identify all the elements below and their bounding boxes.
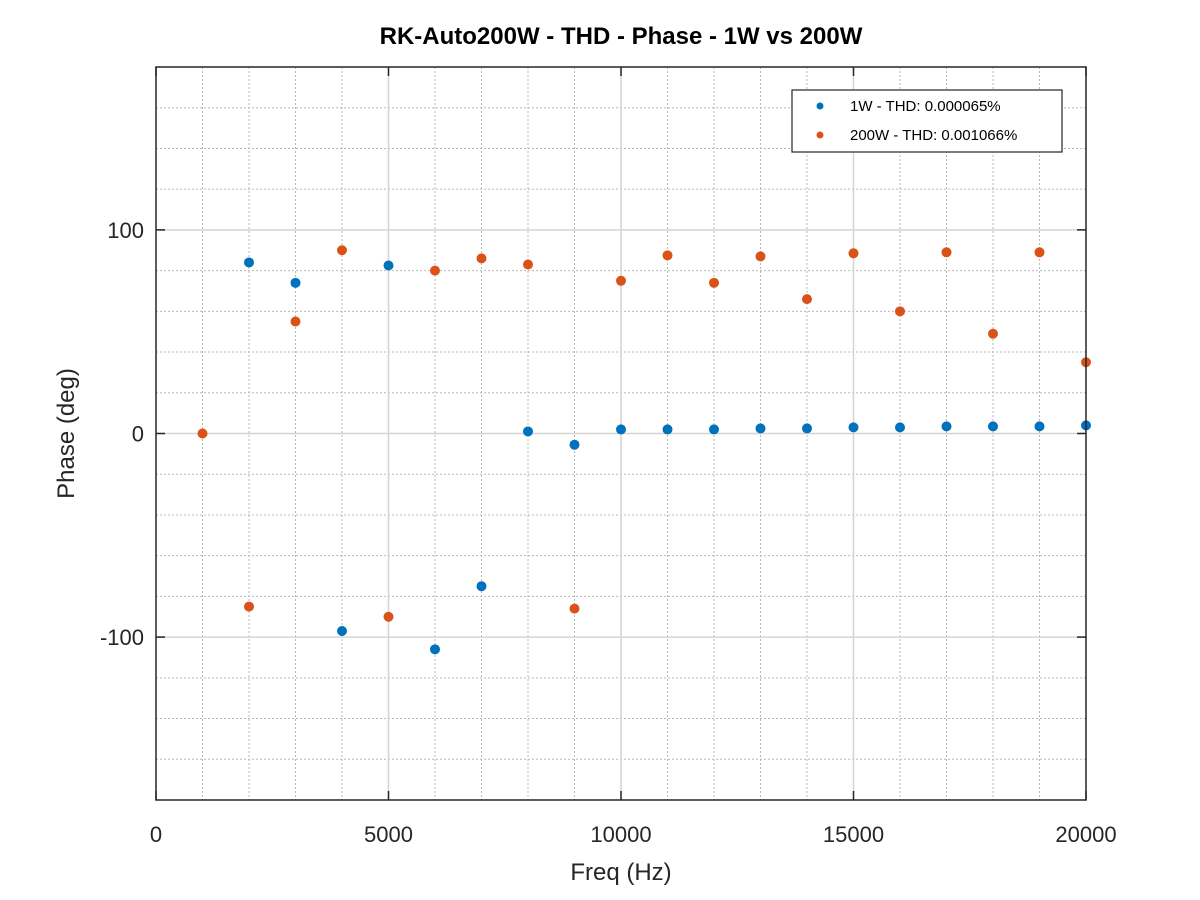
- data-point-series-1: [244, 257, 254, 268]
- y-tick-label: 100: [107, 218, 144, 243]
- legend-marker-series-2: [816, 131, 824, 139]
- data-point-series-2: [569, 603, 580, 614]
- data-point-series-2: [523, 259, 533, 270]
- legend-marker-series-1: [816, 102, 824, 110]
- chart-title: RK-Auto200W - THD - Phase - 1W vs 200W: [380, 23, 863, 50]
- x-axis-label: Freq (Hz): [570, 859, 671, 886]
- x-tick-label: 20000: [1055, 822, 1116, 847]
- data-point-series-1: [569, 439, 580, 450]
- legend-label-series-1: 1W - THD: 0.000065%: [850, 98, 1001, 115]
- data-point-series-2: [290, 316, 301, 327]
- data-point-series-1: [337, 626, 347, 637]
- legend-label-series-2: 200W - THD: 0.001066%: [850, 127, 1017, 144]
- ticks-layer: 0 5000 10000 15000 20000 -100 0 100: [100, 67, 1117, 847]
- data-point-series-2: [244, 601, 254, 612]
- data-point-series-2: [337, 245, 347, 256]
- x-tick-label: 0: [150, 822, 162, 847]
- data-point-series-2: [895, 306, 905, 317]
- data-point-series-1: [383, 260, 394, 271]
- data-point-series-2: [709, 277, 719, 288]
- data-point-series-2: [988, 328, 998, 339]
- legend-box: [791, 89, 1063, 153]
- data-point-series-2: [197, 428, 208, 439]
- data-point-series-2: [662, 250, 673, 261]
- data-point-series-1: [895, 422, 905, 433]
- y-tick-label: -100: [100, 625, 144, 650]
- data-point-series-1: [476, 581, 487, 592]
- data-point-series-1: [430, 644, 440, 655]
- data-point-series-1: [523, 426, 533, 437]
- data-point-series-2: [616, 275, 626, 286]
- data-point-series-2: [1034, 247, 1045, 258]
- data-point-series-2: [848, 248, 859, 259]
- data-point-series-2: [941, 247, 952, 258]
- x-tick-label: 15000: [823, 822, 884, 847]
- data-point-series-1: [1034, 421, 1045, 432]
- data-point-series-2: [430, 265, 440, 276]
- grid-layer: [156, 67, 1086, 800]
- data-point-series-1: [709, 424, 719, 435]
- x-tick-label: 10000: [590, 822, 651, 847]
- data-point-series-1: [941, 421, 952, 432]
- data-point-series-1: [616, 424, 626, 435]
- data-point-series-1: [988, 421, 998, 432]
- data-point-series-1: [755, 423, 766, 434]
- data-point-series-1: [802, 423, 812, 434]
- data-point-series-2: [802, 294, 812, 305]
- data-point-series-1: [290, 277, 301, 288]
- data-point-series-2: [383, 611, 394, 622]
- x-tick-label: 5000: [364, 822, 413, 847]
- data-point-series-2: [755, 251, 766, 262]
- y-tick-label: 0: [132, 422, 144, 447]
- legend: 1W - THD: 0.000065% 200W - THD: 0.001066%: [791, 89, 1063, 153]
- data-point-series-2: [476, 253, 487, 264]
- data-point-series-1: [662, 424, 673, 435]
- data-point-series-1: [848, 422, 859, 433]
- y-axis-label: Phase (deg): [53, 368, 80, 499]
